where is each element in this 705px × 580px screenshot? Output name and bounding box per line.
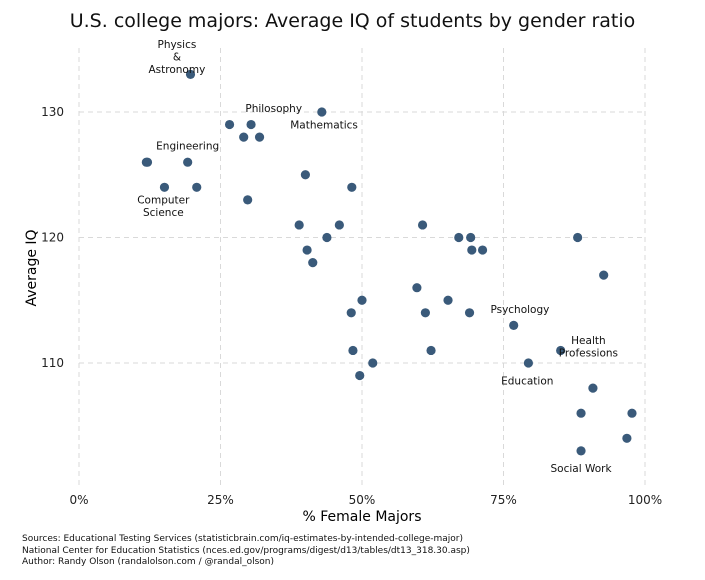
data-point [599, 270, 609, 280]
annotation-line: Health [571, 335, 605, 347]
data-point [159, 182, 170, 192]
x-tick-label: 25% [207, 493, 234, 507]
data-point [420, 308, 430, 318]
annotation-line: Education [501, 375, 553, 387]
y-tick-label: 120 [41, 231, 64, 245]
data-point [302, 245, 312, 255]
data-point [346, 308, 356, 318]
annotation-line: Mathematics [290, 119, 358, 131]
annotation-label: Education [501, 375, 553, 387]
data-point [556, 345, 566, 356]
annotation-label: Social Work [551, 463, 613, 475]
annotation-line: Psychology [490, 304, 549, 316]
annotation-line: Astronomy [149, 64, 206, 76]
data-point [576, 446, 586, 456]
data-point [192, 182, 202, 192]
data-point [622, 433, 632, 443]
data-point [334, 220, 344, 230]
annotation-label: Physics & Astronomy [149, 39, 206, 76]
axis-ticks: 0% 25% 50% 75% 100% 110 120 130 [41, 105, 662, 507]
source-line: Sources: Educational Testing Services (s… [22, 534, 463, 544]
data-point [573, 232, 583, 243]
data-point [523, 358, 534, 368]
scatter-chart: 0% 25% 50% 75% 100% 110 120 130 Physics & Astrono… [24, 39, 662, 525]
data-point [246, 119, 256, 130]
data-point [254, 132, 265, 142]
annotation-line: Engineering [156, 141, 219, 153]
annotation-line: Philosophy [245, 103, 302, 115]
data-point [477, 245, 488, 255]
data-points [141, 69, 637, 456]
data-point [294, 220, 304, 230]
data-point [576, 408, 586, 418]
data-point [300, 170, 310, 180]
data-point [467, 245, 477, 255]
data-point [239, 132, 249, 142]
data-point [185, 69, 196, 79]
x-tick-label: 75% [490, 493, 517, 507]
x-tick-label: 50% [349, 493, 376, 507]
data-point [357, 295, 367, 305]
annotation-line: Social Work [551, 463, 613, 475]
x-tick-label: 0% [69, 493, 88, 507]
source-line: Author: Randy Olson (randalolson.com / @… [22, 557, 275, 567]
annotation-label: Health Professions [559, 335, 618, 360]
data-point [243, 195, 253, 205]
y-axis-label: Average IQ [24, 229, 40, 306]
data-point [627, 408, 637, 418]
data-point [183, 157, 193, 167]
annotation-label: Engineering [156, 141, 219, 153]
annotation-line: Science [143, 207, 184, 219]
data-point [466, 232, 476, 243]
data-point [355, 370, 365, 381]
annotations: Physics & Astronomy Philosophy Mathematics En… [137, 39, 618, 475]
source-line: National Center for Education Statistics… [22, 545, 470, 556]
data-point [317, 107, 327, 117]
annotation-line: Physics [157, 39, 196, 51]
x-axis-label: % Female Majors [303, 509, 422, 525]
data-point [509, 320, 519, 330]
data-point [426, 345, 436, 356]
x-tick-label: 100% [628, 493, 662, 507]
data-point [348, 345, 358, 356]
data-point [417, 220, 428, 230]
data-point [464, 308, 475, 318]
data-point [588, 383, 598, 393]
grid [78, 48, 646, 488]
chart-title: U.S. college majors: Average IQ of stude… [69, 10, 636, 32]
y-tick-label: 130 [41, 105, 64, 119]
annotation-label: Computer Science [137, 195, 190, 220]
annotation-label: Philosophy [245, 103, 302, 115]
data-point [368, 358, 378, 368]
annotation-line: Professions [559, 348, 618, 360]
data-point [347, 182, 357, 192]
annotation-line: & [173, 51, 181, 63]
data-point [454, 232, 464, 243]
annotation-label: Psychology [490, 304, 549, 316]
data-point [443, 295, 453, 305]
data-point [142, 157, 153, 167]
annotation-label: Mathematics [290, 119, 358, 131]
y-tick-label: 110 [41, 356, 64, 370]
data-point [412, 283, 422, 293]
annotation-line: Computer [137, 195, 190, 207]
sources-footnote: Sources: Educational Testing Services (s… [22, 534, 470, 569]
data-point [224, 119, 235, 130]
data-point [308, 258, 318, 268]
data-point [322, 232, 332, 243]
